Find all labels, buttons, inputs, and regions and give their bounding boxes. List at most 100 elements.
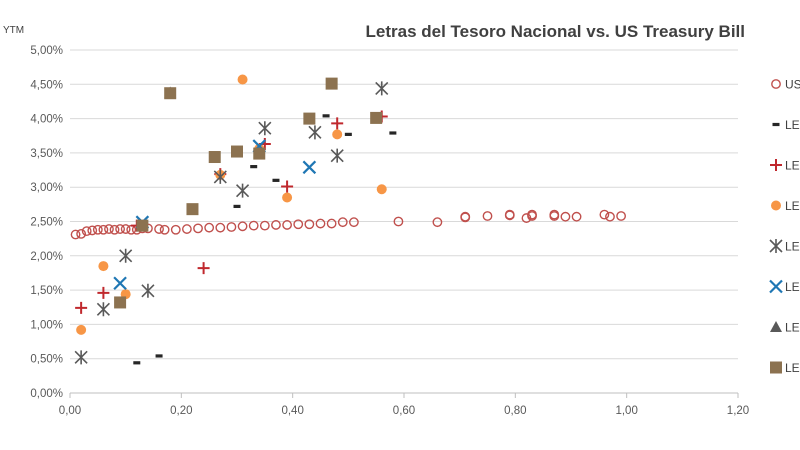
legend-marker: [771, 79, 781, 89]
series-2: [75, 110, 388, 314]
data-point: [113, 276, 127, 291]
legend-label: LE: [785, 240, 800, 254]
legend-item: LE: [770, 321, 800, 335]
data-point: [370, 111, 383, 124]
data-point: [133, 361, 141, 365]
series-0: [70, 209, 626, 240]
data-point: [332, 129, 343, 140]
data-point: [96, 302, 110, 317]
data-point: [376, 184, 387, 195]
legend-marker: [770, 159, 782, 171]
data-point: [231, 145, 243, 158]
data-point: [304, 219, 315, 230]
data-point: [186, 203, 199, 216]
data-point: [331, 117, 344, 130]
data-point: [432, 217, 443, 228]
data-point: [204, 222, 215, 233]
series-3: [76, 74, 387, 335]
data-point: [344, 132, 352, 136]
data-point: [549, 211, 560, 221]
series-4: [74, 81, 389, 365]
data-point: [97, 286, 110, 299]
chart-title: Letras del Tesoro Nacional vs. US Treasu…: [366, 22, 746, 41]
data-point: [389, 131, 397, 135]
legend-marker: [769, 279, 783, 294]
data-point: [271, 220, 281, 230]
data-point: [348, 217, 359, 228]
data-point: [258, 121, 272, 136]
legend-marker: [771, 200, 781, 211]
data-point: [136, 219, 149, 232]
data-point: [120, 224, 131, 234]
legend-label: LE: [785, 199, 800, 213]
data-point: [104, 224, 114, 234]
data-point: [115, 224, 126, 234]
y-tick-label: 1,50%: [30, 285, 63, 297]
legend-item: LE: [770, 361, 800, 375]
data-point: [81, 226, 92, 237]
legend-marker: [769, 239, 783, 253]
data-point: [393, 216, 404, 227]
data-point: [322, 114, 330, 118]
data-point: [236, 183, 250, 198]
x-tick-label: 0,60: [393, 405, 415, 417]
y-axis-label: YTM: [3, 25, 24, 36]
data-point: [527, 209, 537, 220]
data-point: [482, 211, 493, 221]
data-point: [272, 178, 280, 182]
data-point: [315, 218, 326, 229]
legend-item: LE: [771, 199, 800, 213]
data-point: [213, 169, 227, 184]
data-point: [181, 224, 192, 234]
data-point: [98, 261, 109, 272]
x-tick-label: 0,00: [59, 405, 81, 417]
y-tick-label: 2,50%: [30, 217, 63, 229]
data-point: [87, 225, 98, 236]
series-1: [133, 114, 397, 365]
data-point: [330, 148, 344, 163]
data-point: [237, 221, 248, 232]
legend-marker: [770, 321, 782, 332]
data-point: [237, 74, 248, 85]
data-point: [114, 296, 127, 309]
data-point: [605, 211, 615, 222]
data-point: [76, 228, 87, 239]
x-tick-label: 0,40: [281, 405, 303, 417]
legend-marker: [772, 122, 780, 127]
data-point: [170, 224, 181, 235]
data-point: [293, 219, 304, 230]
legend-label: US: [785, 78, 800, 92]
data-point: [141, 283, 155, 298]
data-point: [233, 204, 241, 209]
data-point: [302, 160, 317, 175]
data-point: [337, 217, 348, 228]
data-point: [109, 224, 120, 235]
legend-item: LE: [772, 118, 800, 132]
data-point: [193, 223, 203, 234]
tick-layer: 0,00% 0,50% 1,00% 1,50% 2,00% 2,50% 3,00% 3,50%…: [30, 45, 749, 417]
legend-label: LE: [785, 159, 800, 173]
data-point: [250, 165, 258, 169]
data-point: [154, 224, 164, 234]
data-point: [75, 301, 88, 314]
data-point: [571, 211, 582, 222]
y-tick-label: 4,50%: [30, 79, 63, 91]
y-tick-label: 1,00%: [30, 319, 63, 331]
legend-label: LE: [785, 280, 800, 294]
y-tick-label: 3,00%: [30, 182, 63, 194]
data-point: [155, 354, 163, 358]
data-point: [325, 77, 338, 90]
legend-item: US: [771, 78, 800, 92]
points-layer: [70, 74, 626, 365]
data-point: [70, 229, 81, 240]
data-point: [226, 222, 237, 232]
data-point: [215, 222, 226, 233]
data-point: [159, 224, 170, 235]
data-point: [599, 209, 610, 220]
x-tick-label: 0,20: [170, 405, 192, 417]
legend-item: LE: [769, 279, 800, 294]
y-tick-label: 0,50%: [30, 354, 63, 366]
data-point: [460, 211, 471, 222]
